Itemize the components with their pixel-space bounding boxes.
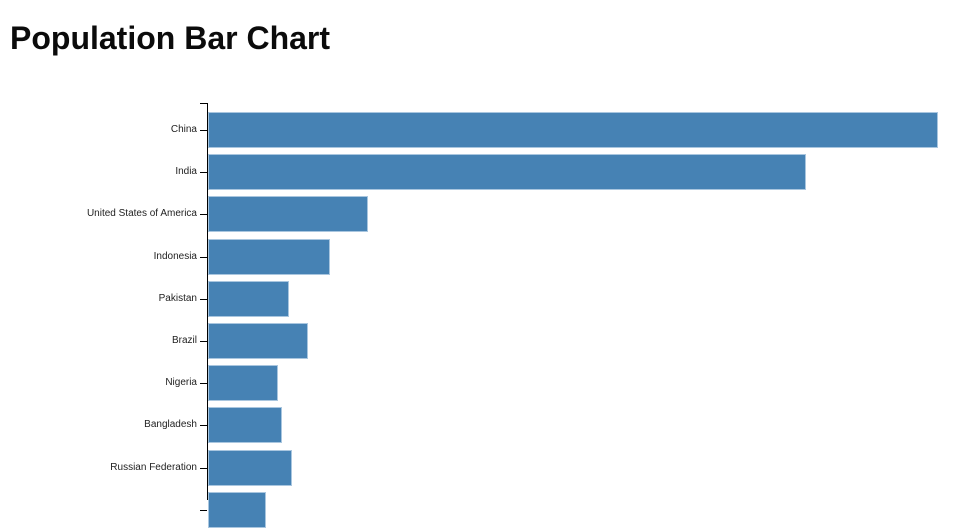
axis-tick xyxy=(200,341,207,342)
category-label: Indonesia xyxy=(153,251,197,262)
category-label: Russian Federation xyxy=(110,462,197,473)
axis-tick xyxy=(200,130,207,131)
population-bar xyxy=(208,154,806,190)
page: Population Bar Chart China India United St… xyxy=(10,20,938,528)
axis-tick xyxy=(200,172,207,173)
axis-tick xyxy=(200,510,207,511)
axis-tick xyxy=(200,214,207,215)
category-label: Pakistan xyxy=(158,293,197,304)
category-label: United States of America xyxy=(86,208,197,219)
axis-tick xyxy=(200,468,207,469)
axis-tick xyxy=(200,299,207,300)
y-axis-top-outer-tick xyxy=(200,103,208,104)
population-bar xyxy=(208,196,368,232)
population-bar-chart: China India United States of America Indone… xyxy=(86,103,938,528)
population-bar xyxy=(208,407,282,443)
y-axis-line xyxy=(207,103,208,500)
category-label: India xyxy=(175,166,197,177)
population-bar xyxy=(208,239,330,275)
axis-tick xyxy=(200,257,207,258)
population-bar xyxy=(208,450,292,486)
population-bar xyxy=(208,492,266,528)
category-label: Bangladesh xyxy=(144,419,197,430)
category-label: China xyxy=(170,124,197,135)
population-bar xyxy=(208,112,938,148)
chart-title: Population Bar Chart xyxy=(10,20,331,56)
category-label: Brazil xyxy=(171,335,197,346)
population-bar xyxy=(208,323,308,359)
axis-tick xyxy=(200,425,207,426)
population-bar xyxy=(208,365,278,401)
population-bar xyxy=(208,281,289,317)
category-label: Nigeria xyxy=(165,377,197,388)
axis-tick xyxy=(200,383,207,384)
